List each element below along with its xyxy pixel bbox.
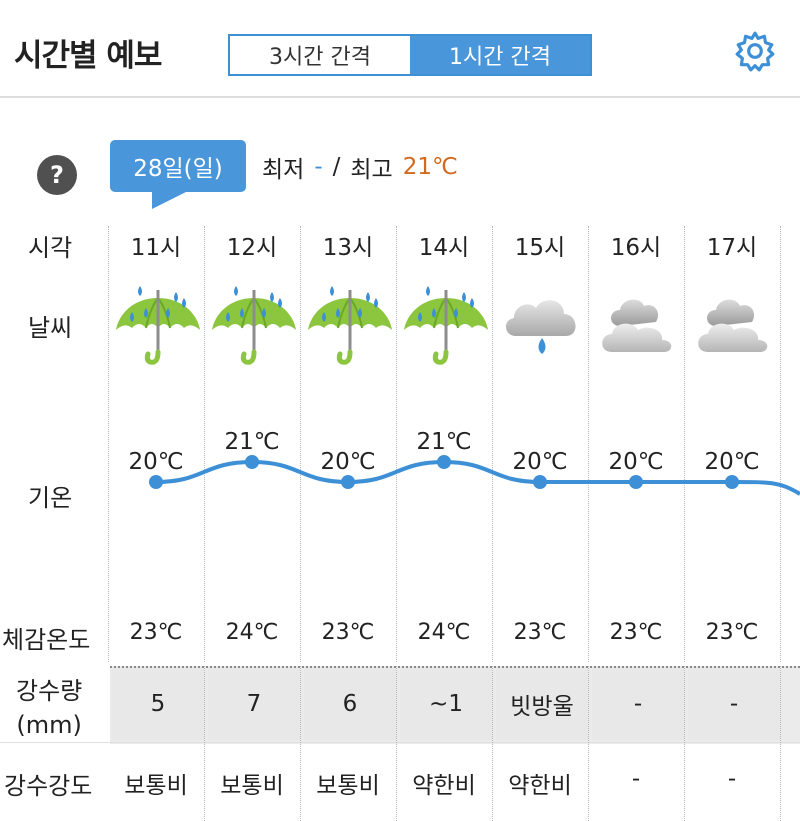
rain-amount-value: -: [688, 668, 780, 740]
tab-3-hour[interactable]: 3시간 간격: [230, 36, 410, 74]
rain-intensity-value: -: [631, 766, 641, 792]
rain-intensity-value: -: [727, 766, 737, 792]
column-divider: [108, 226, 109, 662]
column-divider: [204, 226, 205, 662]
temperature-label: 21℃: [224, 429, 279, 455]
hour-label: 16시: [610, 235, 662, 261]
cloudy-icon: [602, 299, 672, 352]
rain-amount-value: 6: [304, 668, 396, 740]
cloudy-icon: [698, 299, 768, 352]
column-divider: [492, 226, 493, 662]
column-divider: [588, 226, 589, 662]
rain-intensity-value: 약한비: [412, 773, 476, 799]
temperature-point: [341, 475, 355, 489]
feels-like-value: 23℃: [513, 620, 567, 645]
interval-toggle: 3시간 간격 1시간 간격: [228, 34, 592, 76]
column-divider: [492, 666, 493, 821]
row-label-rain-amount: 강수량 (mm): [16, 674, 82, 742]
min-max-summary: 최저 - / 최고 21℃: [262, 150, 458, 184]
feels-like-value: 24℃: [417, 620, 471, 645]
umbrella-rain-icon: [212, 286, 296, 365]
page-title: 시간별 예보: [14, 38, 162, 74]
rain-amount-label: 강수량: [16, 677, 83, 705]
feels-like-value: 23℃: [609, 620, 663, 645]
cloud-drop-icon: [505, 300, 576, 354]
hour-label: 12시: [226, 235, 278, 261]
hour-label: 11시: [130, 235, 182, 261]
max-value: 21℃: [402, 154, 458, 180]
date-tag-pointer: [152, 191, 188, 209]
umbrella-rain-icon: [308, 286, 392, 365]
weather-cell: [590, 282, 686, 372]
weather-cell: [302, 282, 398, 372]
temperature-label: 20℃: [608, 449, 663, 475]
min-label: 최저: [262, 157, 305, 183]
row-label-weather: 날씨: [28, 314, 73, 342]
rain-intensity-value: 보통비: [124, 773, 188, 799]
column-divider: [684, 226, 685, 662]
feels-like-value: 23℃: [321, 620, 375, 645]
temperature-point: [725, 475, 739, 489]
column-divider: [780, 226, 781, 662]
hour-label: 17시: [706, 235, 758, 261]
column-divider: [300, 666, 301, 821]
temperature-point: [245, 455, 259, 469]
weather-cell: [206, 282, 302, 372]
column-divider: [588, 666, 589, 821]
help-button[interactable]: ?: [37, 155, 77, 195]
weather-cell: [494, 282, 590, 372]
tab-1-hour[interactable]: 1시간 간격: [410, 36, 590, 74]
feels-like-value: 24℃: [225, 620, 279, 645]
temperature-label: 20℃: [128, 449, 183, 475]
temperature-point: [437, 455, 451, 469]
header-bar: 시간별 예보 3시간 간격 1시간 간격: [0, 0, 800, 98]
row-label-temp: 기온: [28, 484, 73, 512]
rain-intensity-value: 약한비: [508, 773, 572, 799]
column-divider: [396, 666, 397, 821]
row-label-rain-intensity: 강수강도: [4, 772, 93, 800]
rain-amount-value: 5: [112, 668, 204, 740]
weather-cell: [398, 282, 494, 372]
feels-like-value: 23℃: [705, 620, 759, 645]
rain-amount-value: ~1: [400, 668, 492, 740]
column-divider: [684, 666, 685, 821]
column-divider: [780, 666, 781, 821]
temperature-chart: 20℃ 21℃ 20℃ 21℃ 20℃ 20℃ 20℃: [128, 429, 800, 496]
row-label-time: 시각: [28, 234, 73, 262]
umbrella-rain-icon: [116, 286, 200, 365]
temperature-label: 20℃: [512, 449, 567, 475]
min-value: -: [314, 154, 323, 180]
hour-label: 15시: [514, 235, 566, 261]
temperature-label: 20℃: [704, 449, 759, 475]
hour-label: 13시: [322, 235, 374, 261]
temperature-point: [533, 475, 547, 489]
rain-amount-value: -: [592, 668, 684, 740]
temperature-label: 21℃: [416, 429, 471, 455]
rain-amount-unit: (mm): [16, 711, 82, 739]
max-label: 최고: [350, 157, 393, 183]
weather-cell: [110, 282, 206, 372]
feels-like-value: 23℃: [129, 620, 183, 645]
rain-intensity-value: 보통비: [220, 773, 284, 799]
column-divider: [300, 226, 301, 662]
column-divider: [204, 666, 205, 821]
umbrella-rain-icon: [404, 286, 488, 365]
date-tag: 28일(일): [110, 140, 246, 192]
row-label-feels: 체감온도: [2, 626, 91, 654]
temperature-point: [149, 475, 163, 489]
rain-amount-value: 7: [208, 668, 300, 740]
row-divider: [0, 742, 800, 743]
gear-icon[interactable]: [734, 30, 776, 72]
rain-intensity-value: 보통비: [316, 773, 380, 799]
separator: /: [332, 154, 341, 180]
temperature-label: 20℃: [320, 449, 375, 475]
weather-cell: [686, 282, 782, 372]
rain-amount-value: 빗방울: [496, 668, 588, 740]
temperature-point: [629, 475, 643, 489]
column-divider: [396, 226, 397, 662]
hour-label: 14시: [418, 235, 470, 261]
